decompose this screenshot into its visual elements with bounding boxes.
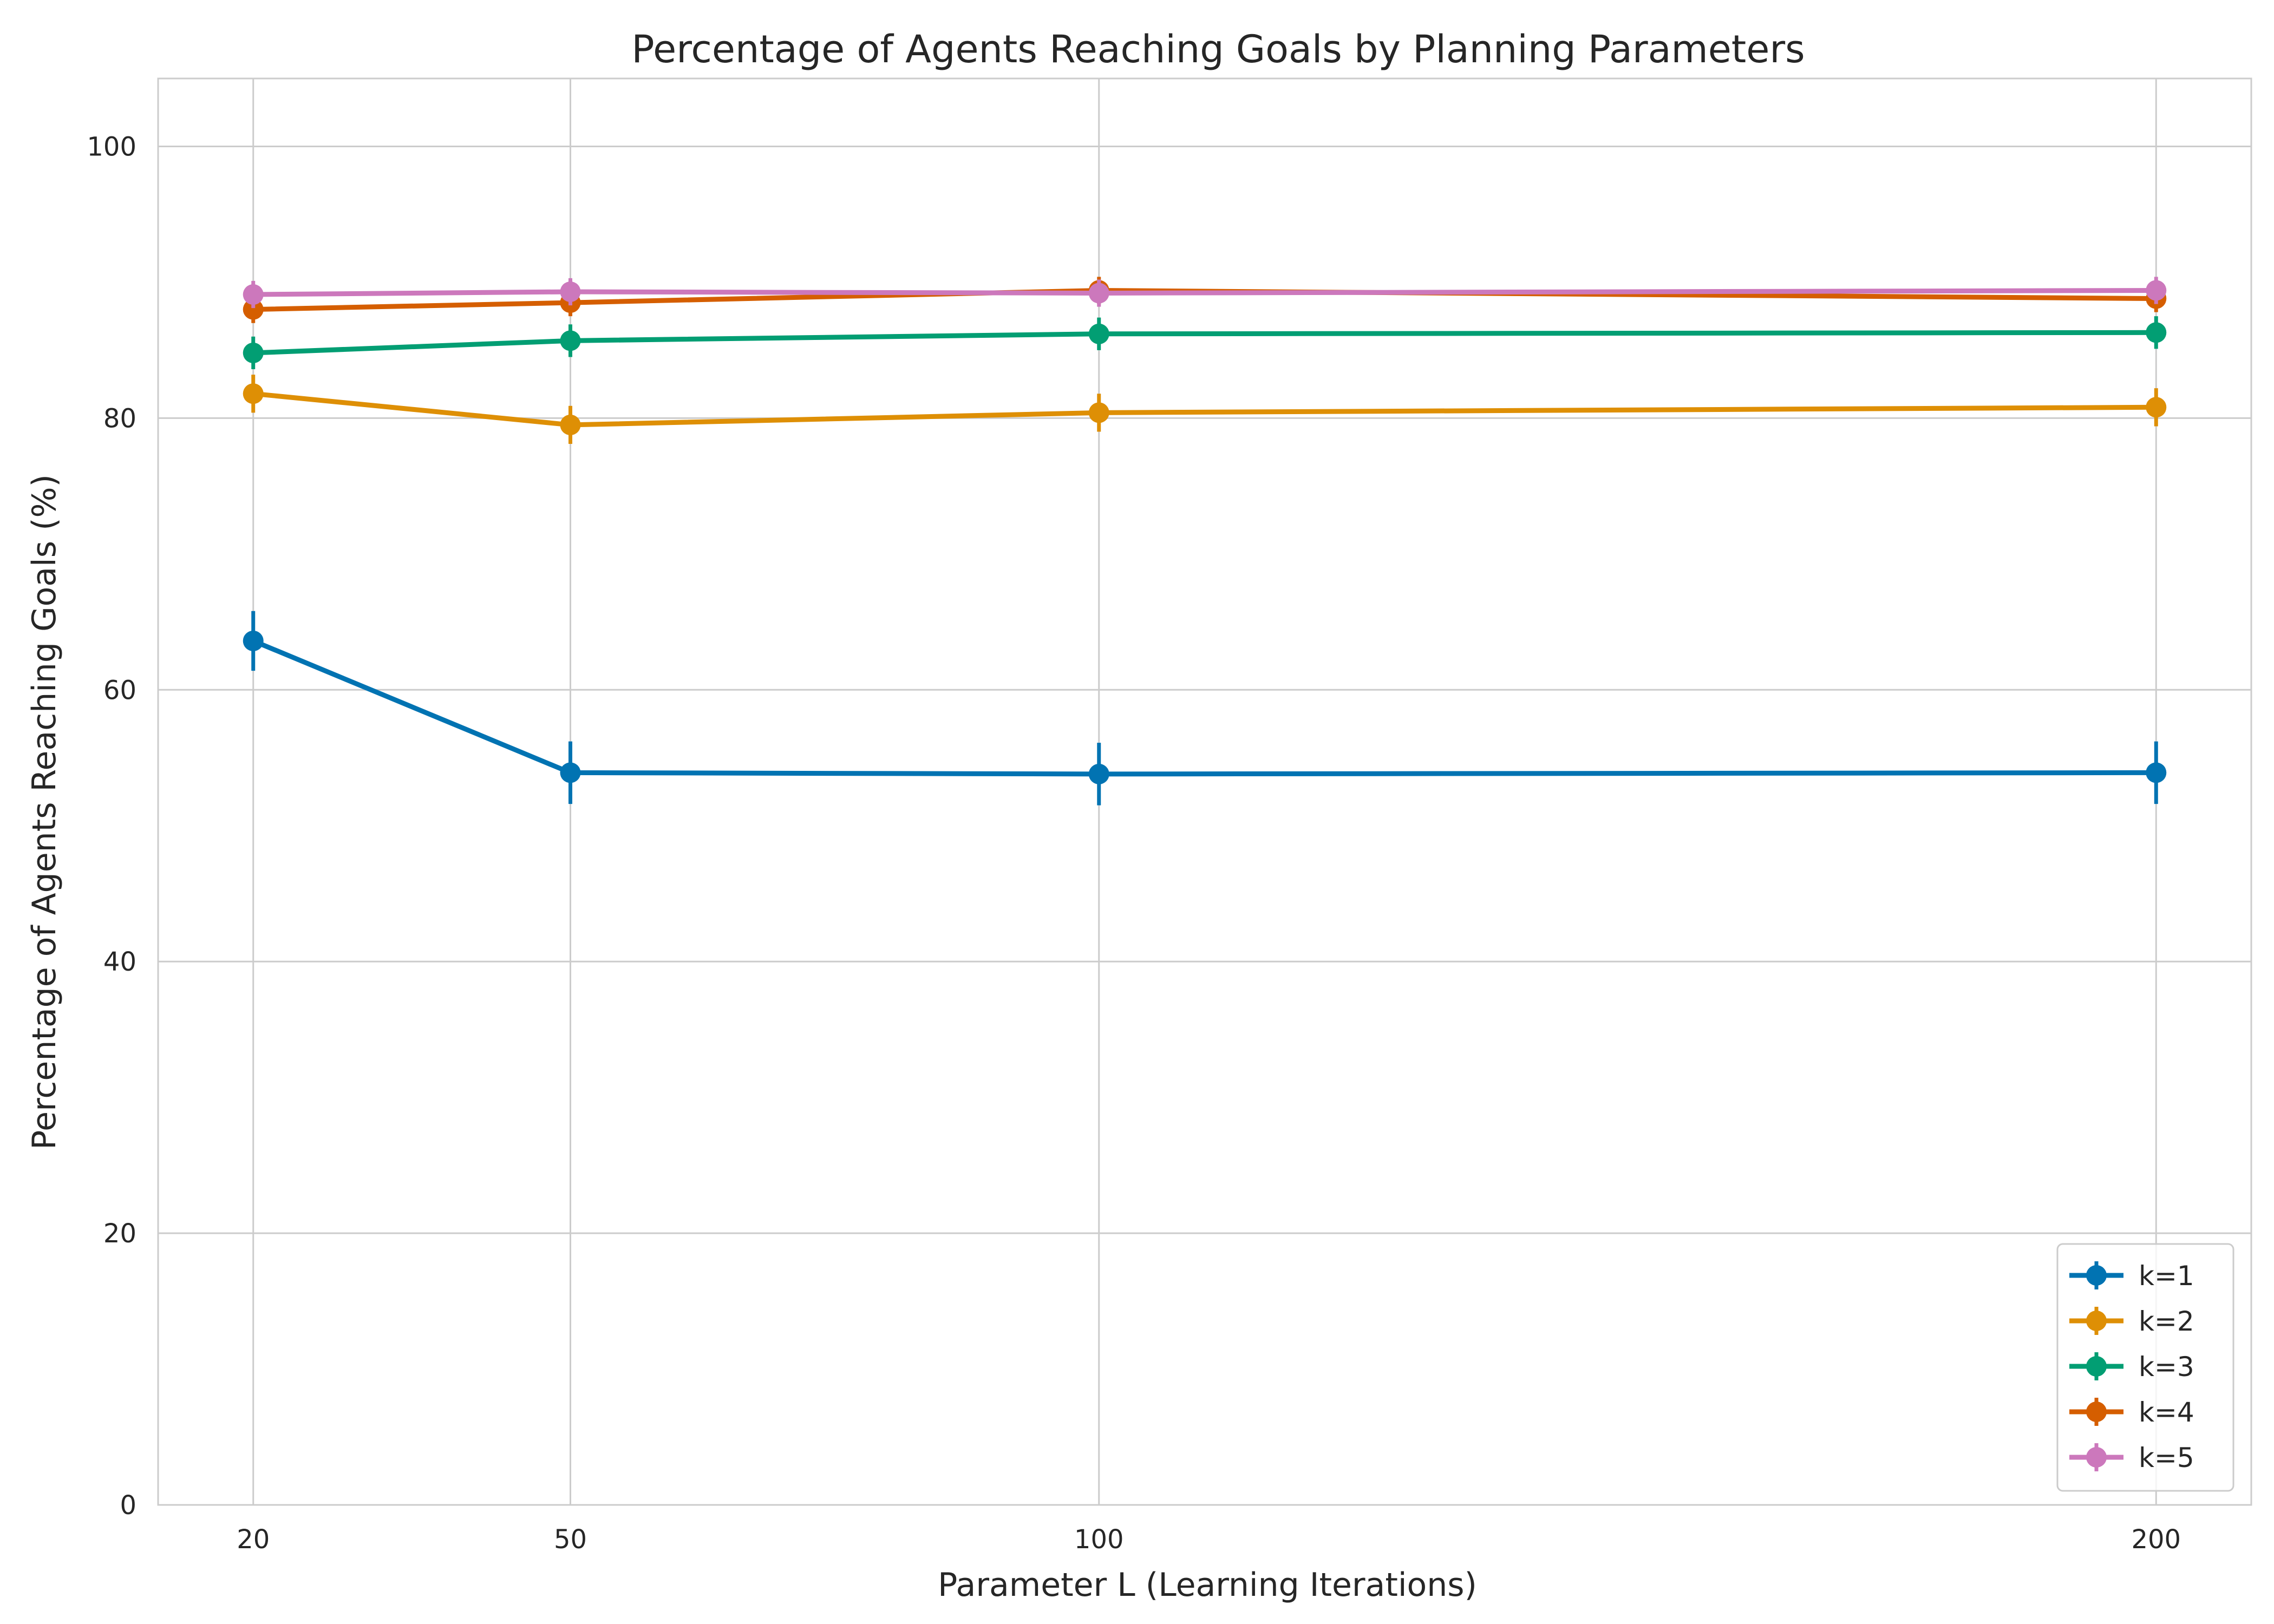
y-tick-label: 20 xyxy=(103,1219,136,1249)
data-point xyxy=(1088,763,1109,784)
tick-labels: 0 20 40 60 80 100 20 50 100 200 xyxy=(87,132,2181,1555)
series-1 xyxy=(243,611,2167,806)
data-point xyxy=(243,284,264,305)
data-point xyxy=(560,281,581,302)
series-5 xyxy=(243,277,2167,309)
data-point xyxy=(2146,322,2167,343)
data-point xyxy=(243,342,264,363)
legend-label: k=2 xyxy=(2139,1306,2194,1337)
legend-marker xyxy=(2086,1311,2107,1331)
legend-entry: k=3 xyxy=(2069,1351,2194,1383)
series-line xyxy=(252,638,2157,777)
data-point xyxy=(1088,283,1109,304)
y-tick-label: 60 xyxy=(103,675,136,705)
y-axis-title: Percentage of Agents Reaching Goals (%) xyxy=(25,474,63,1150)
legend-box xyxy=(2056,1243,2234,1492)
data-point xyxy=(1088,323,1109,344)
legend-label: k=5 xyxy=(2139,1442,2194,1474)
x-tick-label: 20 xyxy=(237,1524,270,1555)
legend-entry: k=4 xyxy=(2069,1397,2194,1428)
legend-entry: k=1 xyxy=(2069,1260,2194,1292)
data-point xyxy=(1088,402,1109,423)
data-point xyxy=(2146,280,2167,301)
data-point xyxy=(560,414,581,435)
data-point xyxy=(243,630,264,651)
legend-marker xyxy=(2086,1356,2107,1377)
data-point xyxy=(2146,397,2167,418)
data-point xyxy=(243,383,264,404)
series-line xyxy=(253,391,2157,428)
data-point xyxy=(243,299,264,320)
legend-marker xyxy=(2086,1402,2107,1422)
legend-entry: k=5 xyxy=(2069,1442,2194,1474)
series-line xyxy=(253,330,2157,356)
legend: k=1 k=2 k=3 k=4 k=5 xyxy=(2056,1243,2234,1492)
y-tick-label: 80 xyxy=(103,403,136,434)
x-tick-label: 50 xyxy=(554,1524,587,1555)
x-tick-label: 200 xyxy=(2131,1524,2181,1555)
x-axis-title: Parameter L (Learning Iterations) xyxy=(938,1566,1477,1604)
legend-label: k=3 xyxy=(2139,1351,2194,1383)
data-point xyxy=(560,762,581,783)
legend-label: k=1 xyxy=(2139,1260,2194,1292)
plot-frame xyxy=(157,77,2252,1506)
legend-entry: k=2 xyxy=(2069,1306,2194,1337)
legend-marker xyxy=(2086,1265,2107,1286)
y-tick-label: 0 xyxy=(120,1490,136,1521)
series-line xyxy=(253,287,2157,297)
series-layer xyxy=(243,277,2167,806)
chart-title: Percentage of Agents Reaching Goals by P… xyxy=(631,27,1805,71)
x-tick-label: 100 xyxy=(1074,1524,1124,1555)
legend-marker xyxy=(2086,1447,2107,1468)
y-tick-label: 100 xyxy=(87,132,136,162)
legend-label: k=4 xyxy=(2139,1397,2194,1428)
series-2 xyxy=(243,375,2167,444)
y-tick-label: 40 xyxy=(103,947,136,977)
data-point xyxy=(2146,762,2167,783)
data-point xyxy=(560,330,581,351)
series-line xyxy=(253,287,2157,312)
series-3 xyxy=(243,316,2167,370)
